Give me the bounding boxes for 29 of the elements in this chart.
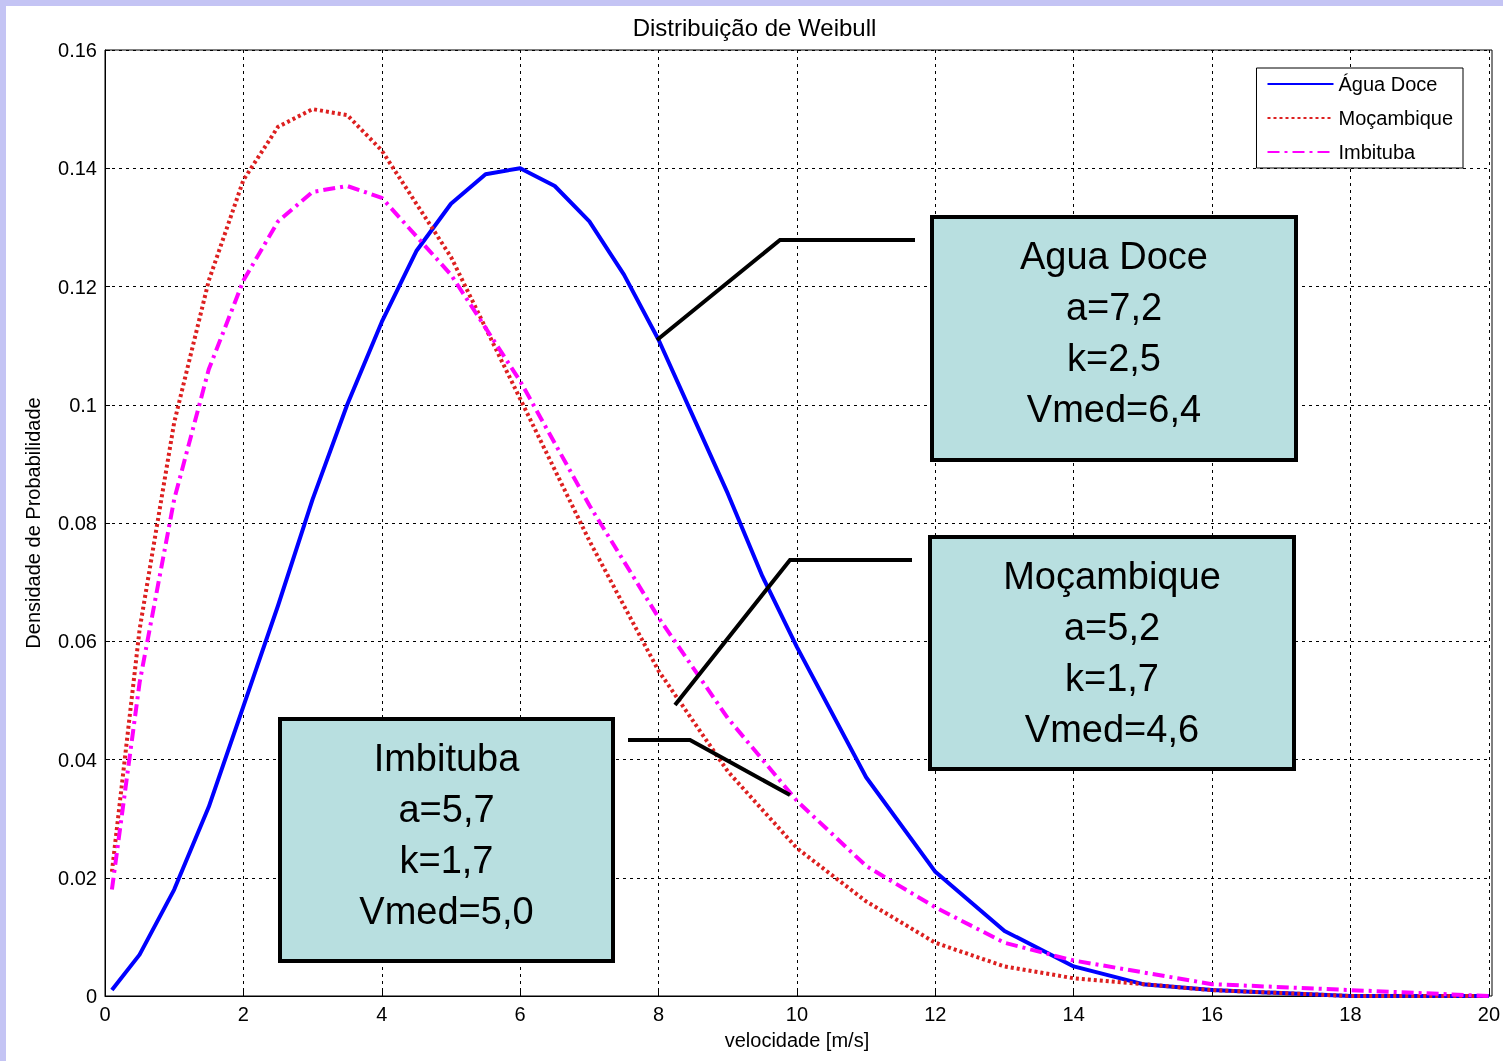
y-tick-label: 0.08 [58, 512, 97, 534]
x-tick-label: 0 [99, 1003, 111, 1025]
y-tick-label: 0 [85, 985, 97, 1007]
x-tick-label: 14 [1062, 1003, 1085, 1025]
y-tick-label: 0.16 [58, 39, 97, 61]
annotation: Agua Doce a=7,2 k=2,5 Vmed=6,4 [1019, 234, 1209, 432]
x-tick-label: 6 [514, 1003, 526, 1025]
y-tick-label: 0.06 [58, 630, 97, 653]
legend-label: Imbituba [1338, 141, 1417, 163]
x-tick-label: 4 [376, 1003, 388, 1025]
x-axis-title: velocidade [m/s] [724, 1029, 870, 1051]
y-tick-label: 0.02 [58, 866, 97, 889]
y-tick-label: 0.14 [58, 157, 97, 180]
legend-label: Água Doce [1338, 73, 1438, 95]
x-tick-label: 18 [1339, 1003, 1362, 1025]
annotation: Imbituba a=5,7 k=1,7 Vmed=5,0 [358, 736, 535, 934]
y-axis-title: Densidade de Probabilidade [22, 397, 44, 649]
x-tick-label: 12 [924, 1003, 947, 1025]
x-tick-label: 10 [785, 1003, 809, 1025]
y-tick-label: 0.12 [58, 275, 97, 298]
x-tick-label: 20 [1477, 1003, 1500, 1025]
x-tick-label: 8 [652, 1003, 665, 1025]
chart-title: Distribuição de Weibull [632, 13, 877, 41]
x-tick-label: 2 [237, 1003, 249, 1025]
legend-label: Moçambique [1338, 107, 1454, 129]
annotation: Moçambique a=5,2 k=1,7 Vmed=4,6 [1002, 554, 1222, 752]
y-tick-label: 0.04 [58, 748, 97, 771]
y-tick-label: 0.1 [69, 393, 97, 416]
x-tick-label: 16 [1200, 1003, 1224, 1025]
